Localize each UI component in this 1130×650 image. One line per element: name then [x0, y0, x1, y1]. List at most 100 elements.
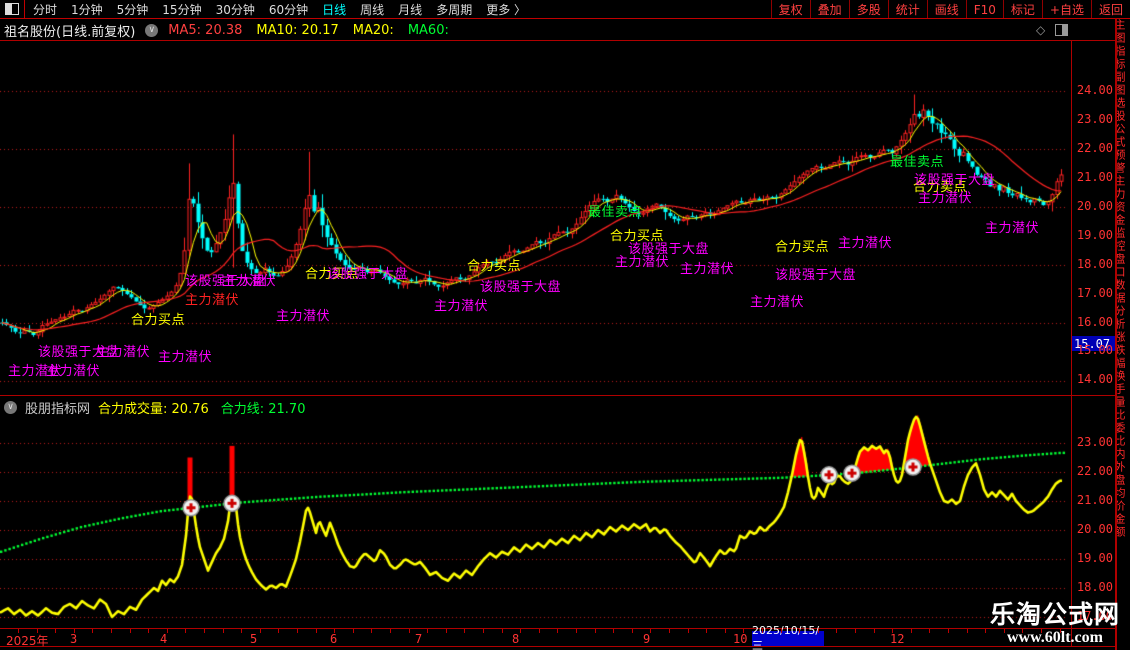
indicator-field: 合力成交量: 20.76 [98, 402, 209, 417]
toolbar-buttons: 复权 叠加 多股 统计 画线 F10 标记 +自选 返回 [770, 0, 1130, 18]
x-axis-tick [613, 629, 614, 633]
toolbar-button-画线[interactable]: 画线 [926, 0, 966, 18]
ma-field: MA60: [407, 22, 449, 38]
chevron-down-icon[interactable]: ∨ [145, 23, 159, 37]
period-tab-月线[interactable]: 月线 [398, 2, 423, 17]
period-tab-30分钟[interactable]: 30分钟 [215, 2, 255, 17]
x-axis-tick [502, 629, 503, 633]
period-tab-60分钟[interactable]: 60分钟 [268, 2, 309, 17]
x-axis-tick [688, 629, 689, 633]
bottom-border [0, 646, 1116, 647]
toolbar-button-标记[interactable]: 标记 [1002, 0, 1042, 18]
x-axis-tick [669, 629, 670, 633]
x-axis-tick [781, 629, 782, 633]
x-axis-tick [743, 629, 744, 633]
ma-field: MA20: [352, 22, 394, 38]
x-axis-tick [464, 629, 465, 633]
main-candlestick-chart[interactable] [0, 41, 1071, 395]
divider [0, 40, 1116, 41]
x-axis-tick [390, 629, 391, 633]
diamond-icon[interactable]: ◇ [1036, 23, 1046, 37]
period-tab-1分钟[interactable]: 1分钟 [71, 2, 103, 17]
toolbar-button-F10[interactable]: F10 [965, 0, 1003, 18]
price-axis-label: 23.00 [1076, 435, 1113, 449]
price-axis-label: 16.00 [1076, 315, 1113, 329]
price-axis-label: 20.00 [1076, 199, 1113, 213]
right-sidebar[interactable]: 主图指标副图选股公式预警主力资金监控盘口数据分析涨跌幅换手量比委比内外盘均价金额 [1117, 19, 1130, 650]
indicator-values: 合力成交量: 20.76 合力线: 21.70 [98, 398, 305, 417]
price-axis-label: 22.00 [1076, 141, 1113, 155]
ma-field: MA5: 20.38 [168, 22, 243, 38]
title-corner-icons: ◇ [1036, 23, 1069, 37]
price-axis-label: 14.00 [1076, 372, 1113, 386]
x-axis-tick [818, 629, 819, 633]
x-axis-tick [632, 629, 633, 633]
x-axis-tick [483, 629, 484, 633]
top-toolbar: 分时 1分钟 5分钟 15分钟 30分钟 60分钟 日线 周线 月线 多周期 更多 〉 复权 叠加 多股… [0, 0, 1130, 19]
indicator-chart[interactable] [0, 396, 1071, 628]
chart-title-bar: 祖名股份(日线.前复权) ∨ MA5: 20.38 MA10: 20.17 MA20… [4, 21, 449, 40]
x-axis-tick [1022, 629, 1023, 633]
period-tab-15分钟[interactable]: 15分钟 [162, 2, 202, 17]
x-axis-tick [762, 629, 763, 633]
toolbar-button-统计[interactable]: 统计 [887, 0, 927, 18]
toolbar-button-+自选[interactable]: +自选 [1041, 0, 1091, 18]
period-tab-更多 〉[interactable]: 更多 〉 [486, 2, 527, 17]
window-toggle-button[interactable] [0, 0, 25, 18]
window-icon [5, 3, 19, 15]
x-axis-month-label: 10 [733, 632, 748, 646]
toolbar-button-返回[interactable]: 返回 [1090, 0, 1130, 18]
sidebar-vertical-text: 主图指标副图选股公式预警主力资金监控盘口数据分析涨跌幅换手量比委比内外盘均价金额 [1117, 19, 1126, 539]
x-axis-tick [74, 629, 75, 633]
x-axis-tick [967, 629, 968, 633]
x-axis-tick [223, 629, 224, 633]
period-tab-多周期[interactable]: 多周期 [436, 2, 473, 17]
x-axis-tick [446, 629, 447, 633]
period-tab-周线[interactable]: 周线 [360, 2, 385, 17]
x-axis-tick [409, 629, 410, 633]
x-axis-tick [167, 629, 168, 633]
x-axis-tick [725, 629, 726, 633]
x-axis-year-label: 2025年 [6, 634, 49, 648]
price-axis-label: 17.00 [1076, 609, 1113, 623]
chevron-down-icon[interactable]: ∨ [4, 401, 17, 414]
indicator-field: 合力线: 21.70 [220, 402, 306, 417]
period-tab-分时[interactable]: 分时 [33, 2, 58, 17]
x-axis-tick [874, 629, 875, 633]
x-axis-tick [297, 629, 298, 633]
period-tab-日线[interactable]: 日线 [322, 2, 347, 17]
x-axis-tick [557, 629, 558, 633]
x-axis-tick [929, 629, 930, 633]
x-axis-month-label: 12 [890, 632, 905, 646]
stock-title: 祖名股份(日线.前复权) [4, 24, 136, 40]
price-axis-label: 22.00 [1076, 464, 1113, 478]
split-window-icon[interactable] [1055, 24, 1069, 36]
x-axis-month-label: 6 [330, 632, 338, 646]
toolbar-button-复权[interactable]: 复权 [770, 0, 810, 18]
x-axis-tick [539, 629, 540, 633]
ma-values: MA5: 20.38 MA10: 20.17 MA20: MA60: [168, 23, 449, 38]
y-axis-line [1071, 40, 1072, 647]
price-axis-label: 20.00 [1076, 522, 1113, 536]
x-axis-month-label: 9 [643, 632, 651, 646]
watermark-url: www.60lt.com [1007, 628, 1103, 646]
x-axis-month-label: 5 [250, 632, 258, 646]
x-axis-tick [1060, 629, 1061, 633]
x-axis-tick [1004, 629, 1005, 633]
x-axis-tick [595, 629, 596, 633]
price-axis-label: 21.00 [1076, 170, 1113, 184]
x-axis-tick [353, 629, 354, 633]
x-axis-tick [92, 629, 93, 633]
price-axis-label: 18.00 [1076, 257, 1113, 271]
x-axis-tick [37, 629, 38, 633]
x-axis-tick [799, 629, 800, 633]
price-highlight-badge: 15.07 [1072, 336, 1115, 351]
x-axis-month-label: 4 [160, 632, 168, 646]
toolbar-button-多股[interactable]: 多股 [848, 0, 888, 18]
toolbar-button-叠加[interactable]: 叠加 [809, 0, 849, 18]
x-axis-tick [892, 629, 893, 633]
x-axis-tick [427, 629, 428, 633]
panel-divider [0, 395, 1116, 396]
period-tab-5分钟[interactable]: 5分钟 [116, 2, 149, 17]
